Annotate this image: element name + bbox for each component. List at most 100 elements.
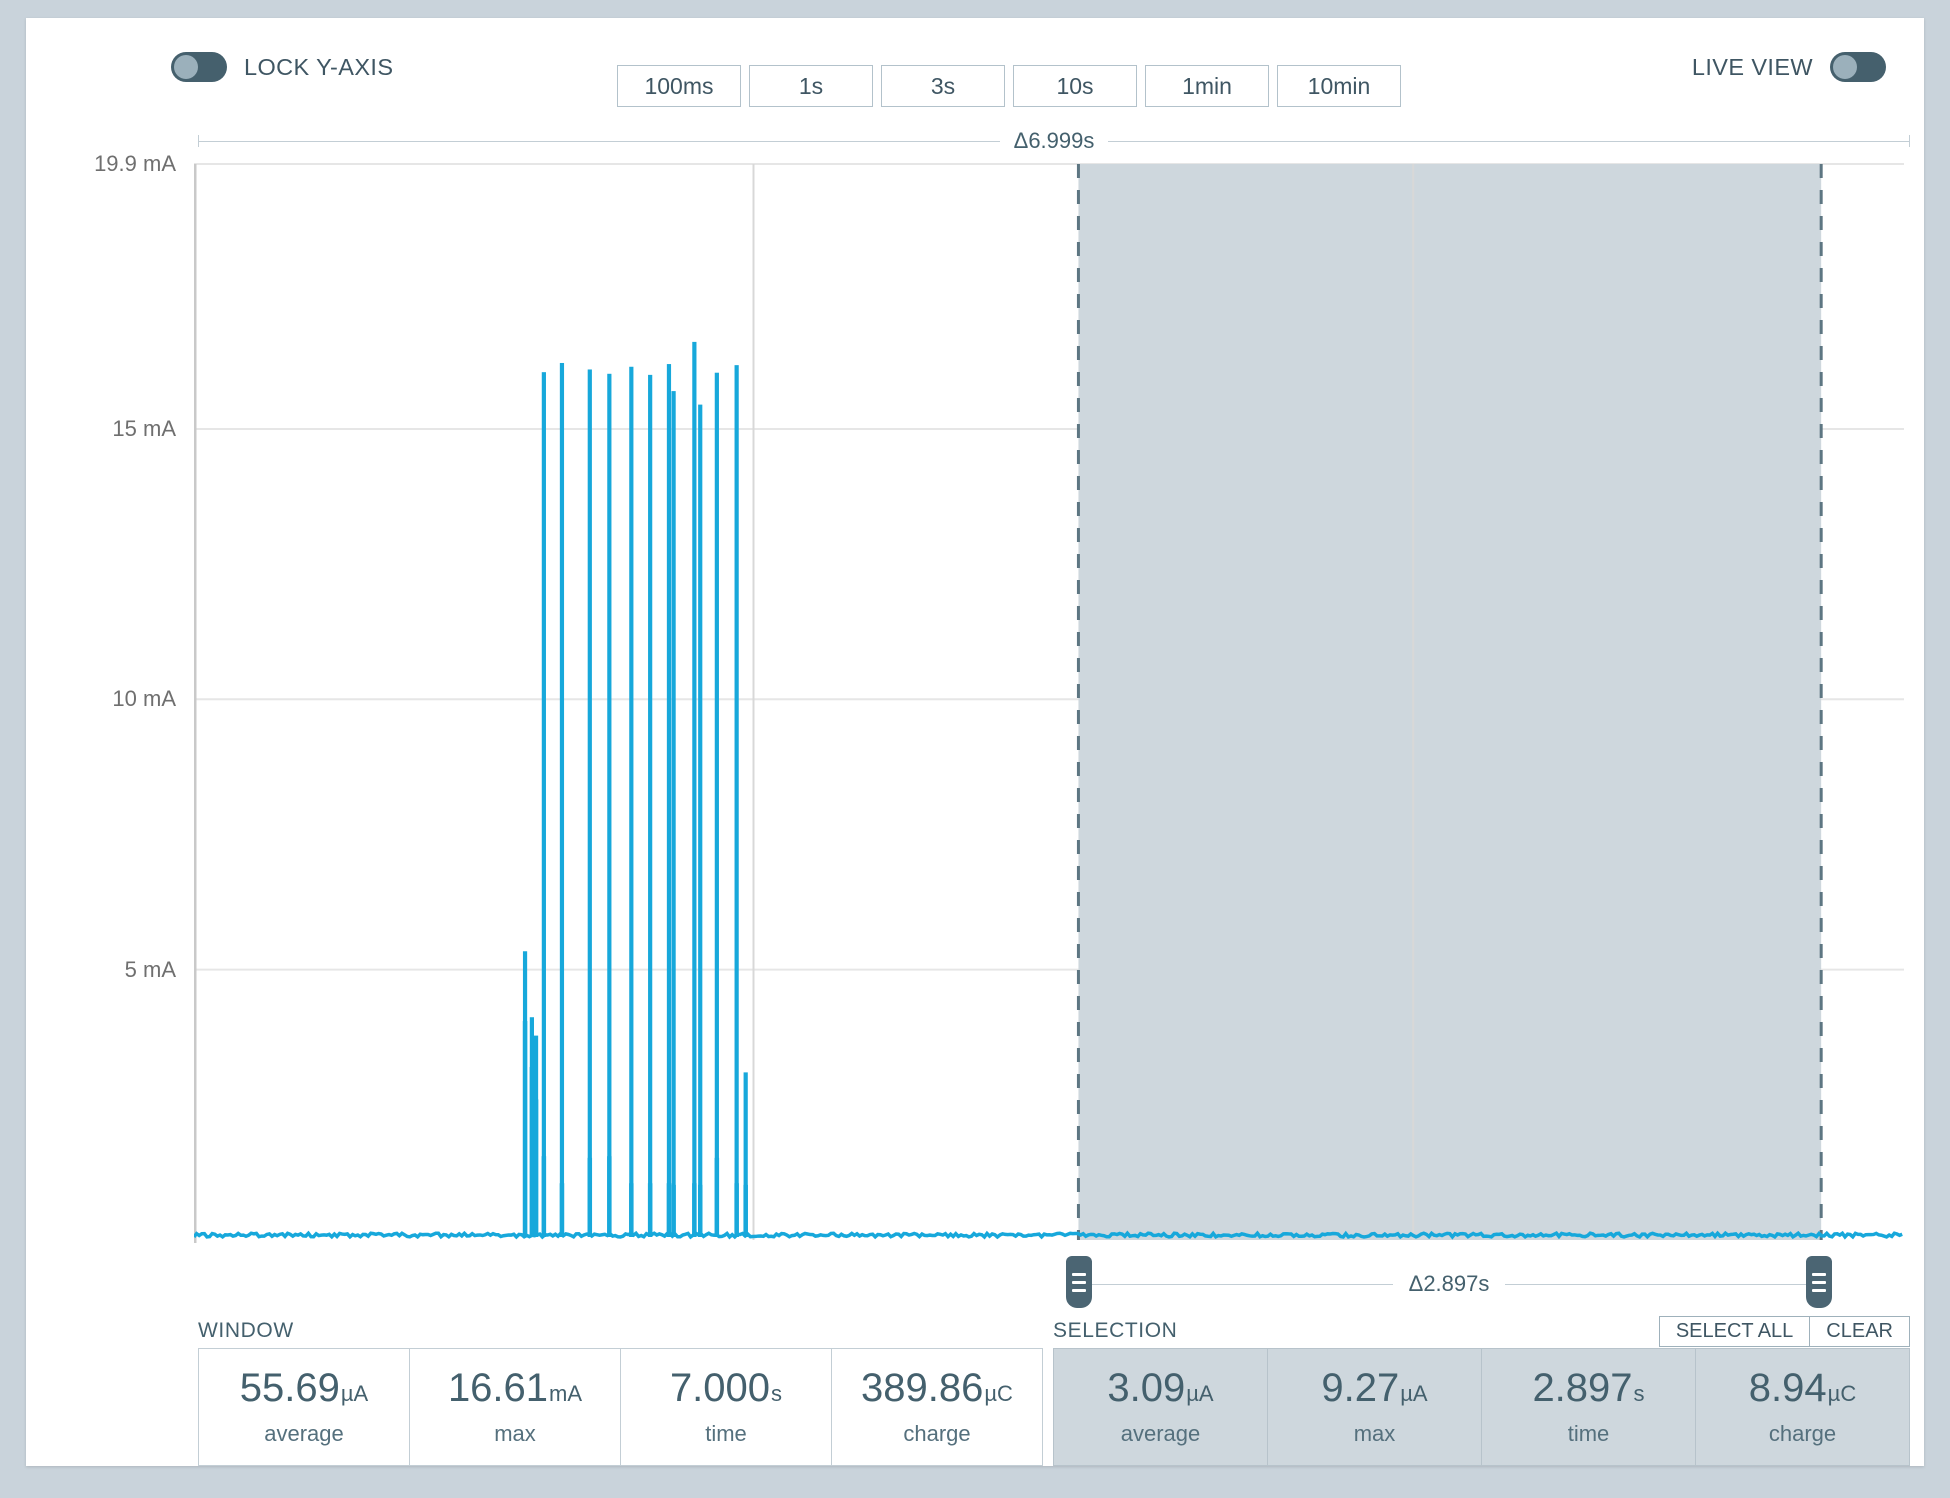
main-panel: LOCK Y-AXIS 100ms 1s 3s 10s 1min 10min LIVE V… [26, 18, 1924, 1466]
window-duration-bar: Δ6.999s [198, 128, 1910, 154]
y-axis-labels: 19.9 mA 15 mA 10 mA 5 mA [26, 151, 194, 1243]
selection-rule-right [1505, 1283, 1819, 1285]
stat-value: 389.86 µC [861, 1368, 1013, 1408]
grip-line [1072, 1288, 1086, 1292]
selection-stat-cells: 3.09 µA average 9.27 µA max 2.897 s time 8.94 µC ch… [1053, 1348, 1910, 1466]
stat-unit: µA [1400, 1380, 1428, 1406]
selection-stats-header: SELECTION SELECT ALL CLEAR [1053, 1314, 1910, 1348]
spike-peak [559, 362, 565, 1237]
stat-value: 7.000 s [670, 1368, 782, 1408]
stat-value: 55.69 µA [240, 1368, 368, 1408]
spike-peak [629, 366, 634, 1237]
range-button-10s[interactable]: 10s [1013, 65, 1137, 107]
window-stat-max: 16.61 mA max [410, 1349, 621, 1465]
window-right-tick [1909, 135, 1910, 147]
plot-canvas[interactable] [194, 158, 1904, 1243]
spike-peak [533, 1035, 539, 1237]
stat-caption: average [264, 1420, 344, 1446]
selection-actions: SELECT ALL CLEAR [1658, 1315, 1910, 1347]
stat-number: 55.69 [239, 1365, 340, 1410]
live-view-toggle[interactable] [1830, 52, 1886, 82]
lock-y-axis-label: LOCK Y-AXIS [244, 53, 394, 80]
toggle-knob [174, 55, 198, 79]
toggle-knob [1833, 55, 1857, 79]
grip-line [1072, 1272, 1086, 1276]
chart-area: 19.9 mA 15 mA 10 mA 5 mA [26, 151, 1924, 1258]
stat-value: 8.94 µC [1749, 1368, 1856, 1408]
spike-peak [692, 341, 697, 1237]
spike-peak [587, 369, 592, 1237]
stats-row: WINDOW 55.69 µA average 16.61 mA max 7.000 s tim… [26, 1314, 1924, 1466]
spike-peak [734, 365, 739, 1237]
window-delta-label: Δ6.999s [1013, 128, 1095, 153]
grip-line [1812, 1288, 1826, 1292]
stat-number: 3.09 [1107, 1365, 1186, 1410]
spike-peak [666, 364, 672, 1237]
selection-handle-left[interactable] [1066, 1256, 1092, 1308]
y-tick-label: 15 mA [112, 415, 176, 441]
grip-line [1072, 1280, 1086, 1284]
stat-caption: max [494, 1420, 536, 1446]
live-view-label: LIVE VIEW [1691, 53, 1813, 80]
y-tick-label: 5 mA [124, 956, 176, 982]
selection-rule-left [1079, 1283, 1393, 1285]
stat-number: 7.000 [669, 1365, 771, 1410]
selection-stats-block: SELECTION SELECT ALL CLEAR 3.09 µA average… [1053, 1314, 1910, 1466]
stat-caption: time [705, 1420, 747, 1446]
clear-selection-button[interactable]: CLEAR [1810, 1315, 1910, 1347]
stat-number: 8.94 [1748, 1365, 1827, 1410]
selection-handle-right[interactable] [1806, 1256, 1832, 1308]
selection-duration-bar: Δ2.897s [1079, 1271, 1819, 1297]
spike-peak [714, 372, 719, 1237]
window-rule-right [1108, 140, 1909, 142]
stat-unit: mA [549, 1380, 583, 1406]
stat-caption: average [1120, 1420, 1201, 1446]
stat-caption: max [1353, 1420, 1396, 1446]
stat-caption: charge [903, 1420, 971, 1446]
range-button-3s[interactable]: 3s [881, 65, 1005, 107]
selection-stats-title: SELECTION [1053, 1319, 1178, 1342]
stat-number: 389.86 [861, 1365, 984, 1410]
selection-stat-average: 3.09 µA average [1054, 1349, 1268, 1465]
stat-unit: s [771, 1380, 783, 1406]
stat-number: 9.27 [1321, 1365, 1400, 1410]
y-tick-label: 10 mA [112, 686, 176, 712]
live-view-group: LIVE VIEW [1692, 52, 1886, 82]
window-stats-title: WINDOW [198, 1319, 294, 1342]
select-all-button[interactable]: SELECT ALL [1658, 1315, 1811, 1347]
stat-unit: µA [1186, 1380, 1214, 1406]
range-button-1s[interactable]: 1s [749, 65, 873, 107]
spike-peak [648, 374, 653, 1237]
stat-value: 2.897 s [1532, 1368, 1644, 1408]
window-stat-cells: 55.69 µA average 16.61 mA max 7.000 s time 389.86… [198, 1348, 1043, 1466]
window-stats-header: WINDOW [198, 1314, 1043, 1348]
stat-number: 16.61 [447, 1365, 549, 1410]
range-button-10min[interactable]: 10min [1277, 65, 1401, 107]
range-button-100ms[interactable]: 100ms [617, 65, 741, 107]
selection-stat-charge: 8.94 µC charge [1696, 1349, 1909, 1465]
stat-caption: charge [1768, 1420, 1837, 1446]
window-stat-time: 7.000 s time [621, 1349, 832, 1465]
range-button-1min[interactable]: 1min [1145, 65, 1269, 107]
selection-stat-time: 2.897 s time [1482, 1349, 1696, 1465]
time-range-button-group: 100ms 1s 3s 10s 1min 10min [617, 65, 1401, 107]
lock-y-axis-toggle[interactable] [171, 52, 227, 82]
spike-peak [541, 372, 546, 1237]
current-spikes [522, 341, 748, 1237]
stat-number: 2.897 [1532, 1365, 1633, 1410]
stat-caption: time [1567, 1420, 1610, 1446]
stat-unit: µC [984, 1380, 1013, 1406]
grip-line [1812, 1272, 1826, 1276]
window-stats-block: WINDOW 55.69 µA average 16.61 mA max 7.000 s tim… [198, 1314, 1043, 1466]
spike-peak [743, 1072, 748, 1237]
selection-band[interactable] [1078, 164, 1822, 1240]
stat-value: 16.61 mA [448, 1368, 582, 1408]
stat-unit: µA [340, 1380, 369, 1406]
spike-peak [522, 951, 528, 1237]
top-toolbar: LOCK Y-AXIS 100ms 1s 3s 10s 1min 10min LIVE V… [26, 18, 1924, 107]
stat-value: 9.27 µA [1321, 1368, 1427, 1408]
stat-unit: µC [1827, 1380, 1857, 1406]
spike-peak [529, 1017, 534, 1237]
lock-y-axis-group: LOCK Y-AXIS [171, 52, 393, 82]
